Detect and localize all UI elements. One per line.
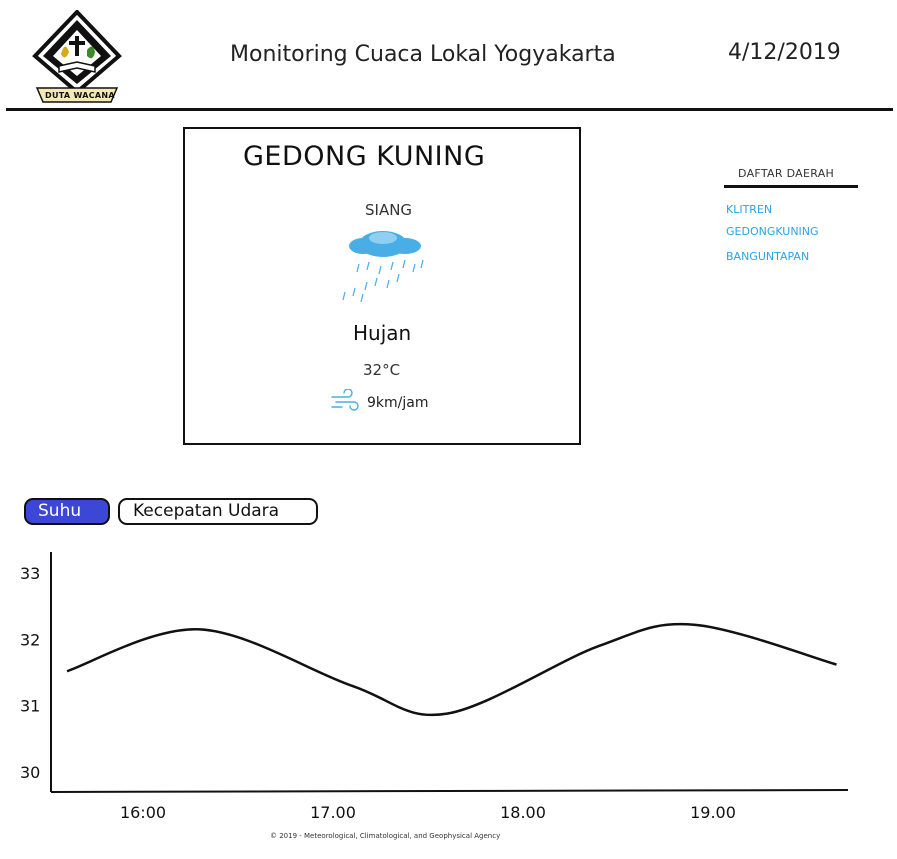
x-tick-label: 16:00 (120, 803, 166, 822)
region-link-banguntapan[interactable]: BANGUNTAPAN (726, 250, 810, 263)
y-tick-label: 32 (20, 630, 40, 649)
y-tick-label: 33 (20, 564, 40, 583)
header-divider (6, 108, 893, 111)
x-tick-label: 18.00 (500, 803, 546, 822)
region-link-klitren[interactable]: KLITREN (726, 203, 773, 216)
rain-cloud-icon (333, 226, 433, 310)
location-title: GEDONG KUNING (243, 141, 486, 172)
current-date: 4/12/2019 (728, 40, 841, 65)
weather-card: GEDONG KUNING SIANG Hujan 32°C (183, 127, 581, 445)
temperature-series-line (66, 622, 837, 717)
wind-speed-value: 9km/jam (367, 395, 429, 411)
x-axis-line (50, 789, 849, 793)
y-tick-label: 30 (20, 763, 40, 782)
temperature-chart: 30 31 32 33 16:00 17.00 18.00 19.00 (20, 552, 849, 822)
weather-condition: Hujan (353, 321, 412, 345)
page-title: Monitoring Cuaca Lokal Yogyakarta (230, 42, 616, 67)
y-tick-label: 31 (20, 697, 40, 716)
wind-icon (330, 388, 360, 413)
region-list-divider (724, 185, 858, 188)
tab-temperature[interactable]: Suhu (24, 498, 110, 525)
region-link-gedongkuning[interactable]: GEDONGKUNING (726, 225, 819, 238)
x-tick-label: 19.00 (690, 803, 736, 822)
x-tick-label: 17.00 (310, 803, 356, 822)
tab-wind-speed[interactable]: Kecepatan Udara (118, 498, 318, 525)
time-of-day: SIANG (365, 201, 413, 219)
university-logo: DUTA WACANA (31, 9, 123, 106)
region-list-title: DAFTAR DAERAH (738, 167, 835, 180)
logo-banner-text: DUTA WACANA (45, 91, 115, 100)
temperature-value: 32°C (363, 361, 401, 379)
footer-copyright: © 2019 - Meteorological, Climatological,… (270, 832, 501, 840)
